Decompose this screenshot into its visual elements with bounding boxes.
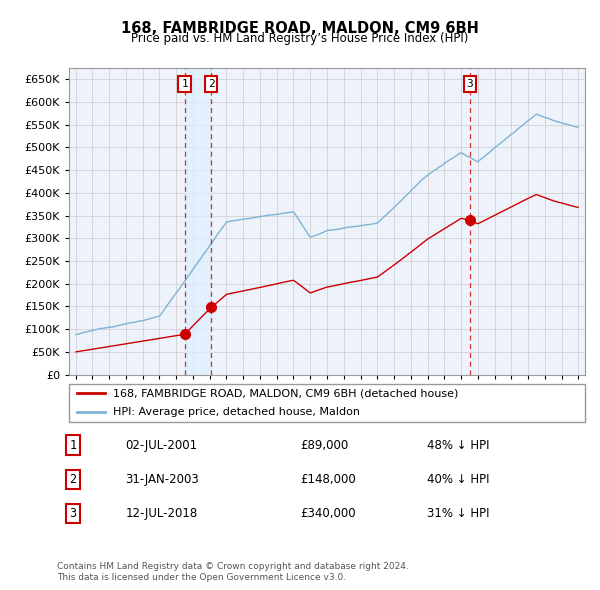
Text: 1: 1 xyxy=(69,439,76,452)
Text: Price paid vs. HM Land Registry’s House Price Index (HPI): Price paid vs. HM Land Registry’s House … xyxy=(131,32,469,45)
Text: 12-JUL-2018: 12-JUL-2018 xyxy=(125,507,198,520)
Text: 3: 3 xyxy=(69,507,76,520)
Text: 2: 2 xyxy=(208,78,214,88)
Text: 2: 2 xyxy=(69,473,76,486)
Text: Contains HM Land Registry data © Crown copyright and database right 2024.: Contains HM Land Registry data © Crown c… xyxy=(57,562,409,571)
Bar xyxy=(185,68,211,375)
Text: £89,000: £89,000 xyxy=(300,439,348,452)
Text: 40% ↓ HPI: 40% ↓ HPI xyxy=(427,473,489,486)
Text: 1: 1 xyxy=(181,78,188,88)
Text: 31% ↓ HPI: 31% ↓ HPI xyxy=(427,507,489,520)
Text: This data is licensed under the Open Government Licence v3.0.: This data is licensed under the Open Gov… xyxy=(57,573,346,582)
Text: 168, FAMBRIDGE ROAD, MALDON, CM9 6BH (detached house): 168, FAMBRIDGE ROAD, MALDON, CM9 6BH (de… xyxy=(113,388,458,398)
Text: 3: 3 xyxy=(467,78,473,88)
Text: £340,000: £340,000 xyxy=(300,507,356,520)
Text: 168, FAMBRIDGE ROAD, MALDON, CM9 6BH: 168, FAMBRIDGE ROAD, MALDON, CM9 6BH xyxy=(121,21,479,35)
Text: £148,000: £148,000 xyxy=(300,473,356,486)
Text: 31-JAN-2003: 31-JAN-2003 xyxy=(125,473,199,486)
Text: 48% ↓ HPI: 48% ↓ HPI xyxy=(427,439,489,452)
Text: 02-JUL-2001: 02-JUL-2001 xyxy=(125,439,198,452)
Text: HPI: Average price, detached house, Maldon: HPI: Average price, detached house, Mald… xyxy=(113,407,360,417)
